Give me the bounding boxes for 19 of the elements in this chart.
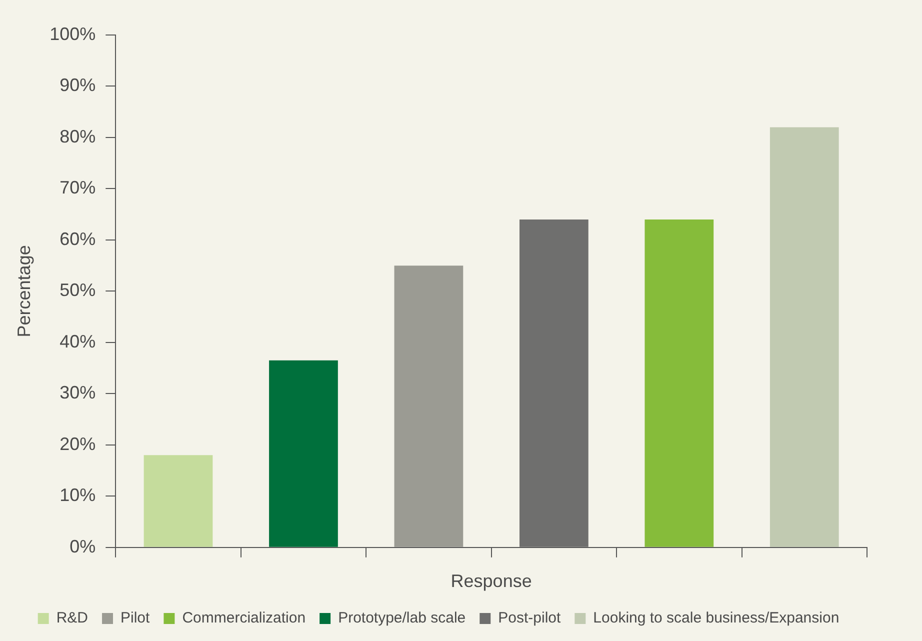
legend-label: R&D — [56, 610, 88, 627]
y-tick-label: 50% — [60, 280, 96, 300]
y-tick-label: 30% — [60, 382, 96, 403]
y-tick-label: 100% — [50, 24, 96, 44]
y-tick-label: 20% — [60, 434, 96, 454]
legend-label: Looking to scale business/Expansion — [593, 610, 840, 627]
y-tick-label: 10% — [60, 485, 96, 506]
legend-label: Prototype/lab scale — [338, 610, 466, 627]
legend-label: Commercialization — [182, 610, 306, 627]
y-tick-label: 0% — [70, 536, 96, 556]
legend-label: Pilot — [120, 610, 151, 627]
y-tick-label: 70% — [60, 178, 96, 198]
x-axis-title: Response — [450, 571, 532, 592]
legend-label: Post-pilot — [498, 610, 562, 627]
y-tick-label: 40% — [60, 331, 96, 352]
y-axis-title: Percentage — [14, 245, 34, 338]
y-tick-label: 60% — [60, 228, 96, 249]
y-tick-label: 80% — [60, 126, 96, 146]
y-tick-label: 90% — [60, 75, 96, 96]
